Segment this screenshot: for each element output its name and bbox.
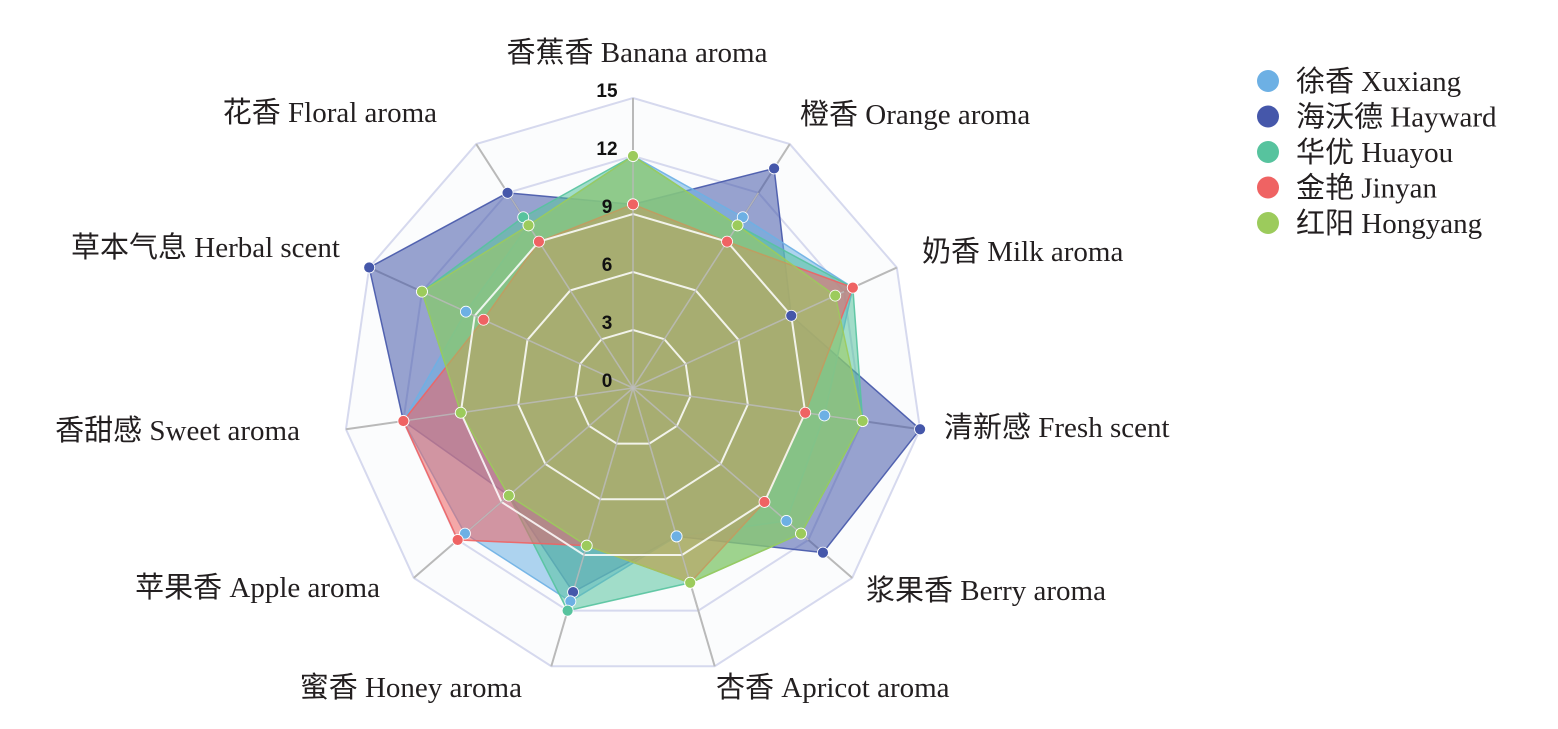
series-point bbox=[684, 576, 697, 589]
series-point bbox=[785, 309, 798, 322]
legend-marker bbox=[1257, 105, 1279, 128]
radial-tick-label: 9 bbox=[602, 197, 613, 218]
radial-tick-label: 0 bbox=[602, 371, 613, 392]
legend-label: 徐香 Xuxiang bbox=[1296, 65, 1461, 98]
series-point bbox=[721, 235, 733, 248]
radial-tick-label: 15 bbox=[596, 81, 618, 102]
radial-tick-label: 6 bbox=[602, 255, 613, 276]
series-point bbox=[397, 415, 410, 427]
grid-ring-inner bbox=[459, 212, 807, 556]
grid-spoke-inner bbox=[632, 387, 700, 611]
legend-label: 海沃德 Hayward bbox=[1296, 101, 1497, 134]
legend-marker bbox=[1257, 70, 1279, 92]
grid-spoke-inner bbox=[457, 387, 634, 541]
category-label: 蜜香 Honey aroma bbox=[300, 671, 522, 704]
series-point bbox=[533, 235, 545, 248]
series-point bbox=[795, 527, 807, 540]
legend-marker bbox=[1257, 212, 1279, 234]
category-label: 香蕉香 Banana aroma bbox=[507, 36, 768, 69]
grid-spoke-inner bbox=[403, 387, 634, 422]
category-label: 橙香 Orange aroma bbox=[800, 98, 1030, 131]
radar-series bbox=[363, 150, 926, 617]
legend-marker bbox=[1257, 176, 1279, 199]
series-point bbox=[780, 515, 793, 527]
series-point bbox=[580, 539, 593, 552]
series-point bbox=[454, 406, 467, 419]
grid-spoke-inner bbox=[632, 387, 809, 541]
grid-ring-inner bbox=[574, 328, 692, 445]
series-point bbox=[846, 281, 859, 294]
legend-label: 华优 Huayou bbox=[1296, 136, 1453, 169]
category-label: 花香 Floral aroma bbox=[223, 96, 437, 129]
radial-tick-labels: 0 3 6 9 12 15 bbox=[596, 81, 618, 392]
series-point bbox=[817, 546, 829, 559]
legend-marker bbox=[1257, 141, 1279, 163]
series-point bbox=[914, 423, 926, 436]
radial-tick-label: 3 bbox=[602, 313, 613, 334]
series-point bbox=[856, 415, 869, 427]
grid-spoke-inner bbox=[566, 387, 634, 611]
category-labels: 香蕉香 Banana aroma 橙香 Orange aroma 奶香 Milk a… bbox=[55, 36, 1169, 704]
category-label: 香甜感 Sweet aroma bbox=[55, 414, 300, 447]
series-point bbox=[451, 534, 464, 546]
series-point bbox=[561, 604, 574, 617]
series-point bbox=[460, 305, 472, 318]
grid-spoke-inner bbox=[632, 290, 845, 389]
category-label: 杏香 Apricot aroma bbox=[716, 671, 950, 704]
series-point bbox=[818, 409, 831, 422]
series-point bbox=[522, 219, 535, 232]
series-point bbox=[416, 285, 428, 298]
series-point bbox=[502, 489, 515, 502]
series-point bbox=[627, 150, 639, 162]
category-label: 苹果香 Apple aroma bbox=[135, 571, 380, 604]
radial-tick-label: 12 bbox=[596, 139, 617, 160]
category-label: 浆果香 Berry aroma bbox=[866, 574, 1106, 607]
series-point bbox=[627, 198, 639, 211]
series-point bbox=[363, 261, 376, 274]
series-point bbox=[758, 496, 771, 508]
category-label: 清新感 Fresh scent bbox=[944, 411, 1170, 444]
series-point bbox=[768, 162, 781, 175]
series-point bbox=[477, 313, 490, 326]
series-point bbox=[501, 186, 514, 199]
grid-spoke-inner bbox=[421, 290, 634, 389]
series-point bbox=[829, 289, 842, 302]
legend-label: 金艳 Jinyan bbox=[1296, 172, 1437, 205]
series-point bbox=[799, 406, 812, 419]
series-point bbox=[731, 219, 744, 232]
legend-label: 红阳 Hongyang bbox=[1296, 207, 1482, 240]
category-label: 草本气息 Herbal scent bbox=[71, 231, 340, 264]
category-label: 奶香 Milk aroma bbox=[922, 235, 1123, 268]
series-point bbox=[670, 530, 683, 543]
grid-ring-inner bbox=[517, 270, 749, 501]
